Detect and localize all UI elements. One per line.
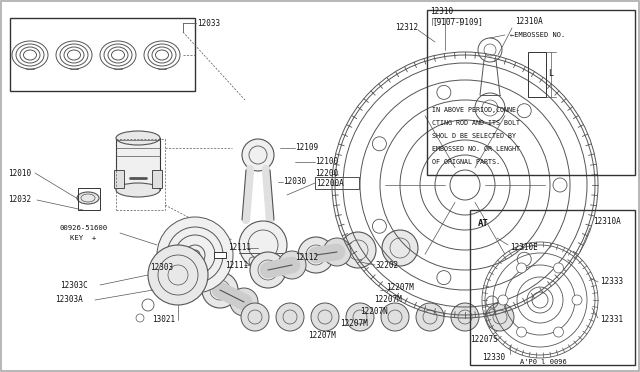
Text: 12310E: 12310E <box>510 244 538 253</box>
Text: 12310A: 12310A <box>593 218 621 227</box>
Circle shape <box>230 288 258 316</box>
Text: 12333: 12333 <box>600 278 623 286</box>
Text: L: L <box>548 70 553 78</box>
Circle shape <box>516 327 527 337</box>
Circle shape <box>311 303 339 331</box>
Text: 12330: 12330 <box>482 353 505 362</box>
Circle shape <box>498 295 508 305</box>
Text: 12200: 12200 <box>315 169 338 177</box>
Bar <box>116 138 160 190</box>
Text: 00926-51600: 00926-51600 <box>60 225 108 231</box>
Circle shape <box>239 221 287 269</box>
Text: 12111: 12111 <box>225 260 248 269</box>
Text: 12032: 12032 <box>8 196 31 205</box>
Circle shape <box>242 139 274 171</box>
Circle shape <box>298 237 334 273</box>
Text: 12207N: 12207N <box>360 308 388 317</box>
Circle shape <box>517 252 531 266</box>
Text: CTING ROD AND ITS BOLT: CTING ROD AND ITS BOLT <box>432 120 520 126</box>
Circle shape <box>517 104 531 118</box>
Text: 12207S: 12207S <box>470 336 498 344</box>
Bar <box>528 52 546 97</box>
Text: EMBOSSED NO. OR LENGHT: EMBOSSED NO. OR LENGHT <box>432 146 520 152</box>
Ellipse shape <box>77 192 99 204</box>
Circle shape <box>202 272 238 308</box>
Circle shape <box>381 303 409 331</box>
Text: 12303: 12303 <box>150 263 173 272</box>
Circle shape <box>276 303 304 331</box>
Circle shape <box>382 230 418 266</box>
Text: AT: AT <box>478 219 489 228</box>
Bar <box>78 188 100 210</box>
Text: A'P0 l 0096: A'P0 l 0096 <box>520 359 567 365</box>
Text: 12331: 12331 <box>600 315 623 324</box>
Circle shape <box>372 137 387 151</box>
Text: 13021: 13021 <box>152 315 175 324</box>
Text: OF ORIGNAL PARTS.: OF ORIGNAL PARTS. <box>432 159 500 165</box>
Text: [9107-9109]: [9107-9109] <box>432 17 483 26</box>
Circle shape <box>148 245 208 305</box>
Circle shape <box>323 238 351 266</box>
Circle shape <box>372 219 387 233</box>
Circle shape <box>250 252 286 288</box>
Text: 12303A: 12303A <box>55 295 83 305</box>
Ellipse shape <box>116 183 160 197</box>
Circle shape <box>486 303 514 331</box>
Bar <box>427 10 635 175</box>
Text: 12207M: 12207M <box>340 320 368 328</box>
Text: 12207M: 12207M <box>374 295 402 305</box>
Circle shape <box>451 303 479 331</box>
Circle shape <box>157 217 233 293</box>
Circle shape <box>437 270 451 285</box>
Circle shape <box>437 86 451 99</box>
Bar <box>470 210 635 365</box>
Text: ←EMBOSSED NO.: ←EMBOSSED NO. <box>510 32 565 38</box>
Text: SHOL D BE SELECTED BY: SHOL D BE SELECTED BY <box>432 133 516 139</box>
Text: 12207M: 12207M <box>308 331 336 340</box>
Text: 12207M: 12207M <box>386 283 413 292</box>
Text: 12030: 12030 <box>283 177 306 186</box>
Text: 12100: 12100 <box>315 157 338 167</box>
Circle shape <box>553 178 567 192</box>
Text: KEY  +: KEY + <box>70 235 96 241</box>
Circle shape <box>241 303 269 331</box>
Bar <box>152 170 162 188</box>
Text: 32202: 32202 <box>375 260 398 269</box>
Text: 12112: 12112 <box>295 253 318 263</box>
Text: 12303C: 12303C <box>60 280 88 289</box>
Ellipse shape <box>116 131 160 145</box>
Text: IN ABOVE PERIOD,CONNE-: IN ABOVE PERIOD,CONNE- <box>432 107 520 113</box>
Bar <box>315 177 359 189</box>
Text: 12033: 12033 <box>197 19 220 28</box>
Text: 12310A: 12310A <box>515 17 543 26</box>
Circle shape <box>516 263 527 273</box>
Text: 12310: 12310 <box>430 7 453 16</box>
Text: 12111: 12111 <box>228 244 251 253</box>
Circle shape <box>554 327 563 337</box>
Circle shape <box>416 303 444 331</box>
Text: 12109: 12109 <box>295 144 318 153</box>
Text: 12200A: 12200A <box>316 179 344 187</box>
Circle shape <box>346 303 374 331</box>
Text: 12312: 12312 <box>395 23 418 32</box>
Bar <box>214 252 226 258</box>
Bar <box>10 18 195 91</box>
Circle shape <box>554 263 563 273</box>
Circle shape <box>572 295 582 305</box>
Text: 12010: 12010 <box>8 169 31 177</box>
Circle shape <box>278 251 306 279</box>
Circle shape <box>340 232 376 268</box>
Bar <box>114 170 124 188</box>
